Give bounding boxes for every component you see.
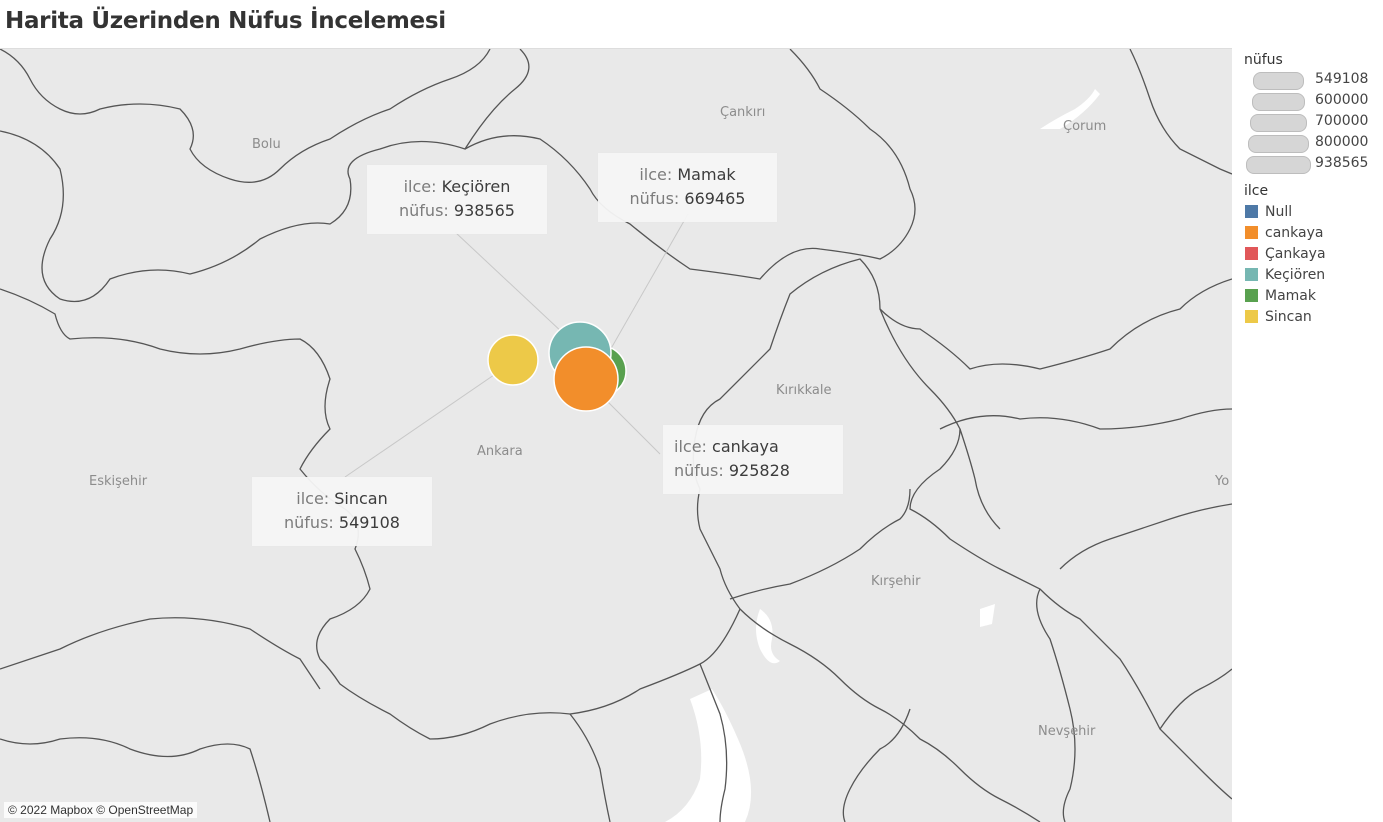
annotation-ilce-value: cankaya: [712, 437, 779, 456]
annotation-nufus-value: 925828: [728, 461, 790, 480]
dashboard-title: Harita Üzerinden Nüfus İncelemesi: [5, 8, 446, 34]
place-label-bolu: Bolu: [252, 137, 281, 152]
color-legend-item-cankaya-tr[interactable]: Çankaya: [1244, 243, 1379, 264]
color-legend-item-cankaya[interactable]: cankaya: [1244, 222, 1379, 243]
annotation-ilce-value: Sincan: [334, 489, 388, 508]
annotation-ilce-value: Mamak: [677, 165, 736, 184]
size-legend-item[interactable]: 800000: [1244, 133, 1379, 154]
legend-panel: nüfus 549108 600000 700000 800000 938565…: [1244, 52, 1379, 327]
color-legend-item-kecioren[interactable]: Keçiören: [1244, 264, 1379, 285]
color-swatch: [1245, 205, 1258, 218]
place-label-yo: Yo: [1215, 474, 1230, 489]
size-legend-item[interactable]: 600000: [1244, 91, 1379, 112]
place-label-kirikkale: Kırıkkale: [776, 383, 832, 398]
size-swatch: [1246, 156, 1311, 174]
annotation-kecioren: ilce: Keçiören nüfus: 938565: [367, 165, 547, 234]
map-boundaries: [0, 49, 1232, 822]
size-swatch: [1253, 72, 1304, 90]
annotation-sincan: ilce: Sincan nüfus: 549108: [252, 477, 432, 546]
annotation-nufus-value: 669465: [684, 189, 746, 208]
size-swatch: [1252, 93, 1305, 111]
color-swatch: [1245, 247, 1258, 260]
map-view[interactable]: Çankırı Çorum Bolu Kırıkkale Ankara Eski…: [0, 48, 1232, 822]
annotation-cankaya: ilce: cankaya nüfus: 925828: [663, 425, 843, 494]
size-legend-item[interactable]: 938565: [1244, 154, 1379, 175]
color-swatch: [1245, 310, 1258, 323]
annotation-nufus-value: 549108: [338, 513, 400, 532]
size-swatch: [1248, 135, 1309, 153]
place-label-eskisehir: Eskişehir: [89, 474, 148, 489]
annotation-ilce-value: Keçiören: [441, 177, 511, 196]
place-label-nevsehir: Nevşehir: [1038, 724, 1096, 739]
bubble-sincan[interactable]: [487, 334, 539, 386]
color-legend-item-mamak[interactable]: Mamak: [1244, 285, 1379, 306]
bubble-cankaya[interactable]: [553, 346, 619, 412]
annotation-mamak: ilce: Mamak nüfus: 669465: [598, 153, 777, 222]
color-swatch: [1245, 289, 1258, 302]
color-legend-title: ilce: [1244, 183, 1269, 199]
color-swatch: [1245, 226, 1258, 239]
color-legend-item-sincan[interactable]: Sincan: [1244, 306, 1379, 327]
color-swatch: [1245, 268, 1258, 281]
size-legend-item[interactable]: 549108: [1244, 70, 1379, 91]
place-label-kirsehir: Kırşehir: [871, 574, 921, 589]
annotation-nufus-value: 938565: [453, 201, 515, 220]
place-label-ankara: Ankara: [477, 444, 523, 459]
size-legend-title: nüfus: [1244, 52, 1283, 68]
color-legend-item-null[interactable]: Null: [1244, 201, 1379, 222]
size-legend-item[interactable]: 700000: [1244, 112, 1379, 133]
bubble-layer: [487, 321, 627, 412]
place-label-cankiri: Çankırı: [720, 105, 766, 120]
size-swatch: [1250, 114, 1307, 132]
place-label-corum: Çorum: [1063, 119, 1107, 134]
map-attribution[interactable]: © 2022 Mapbox © OpenStreetMap: [4, 802, 198, 818]
